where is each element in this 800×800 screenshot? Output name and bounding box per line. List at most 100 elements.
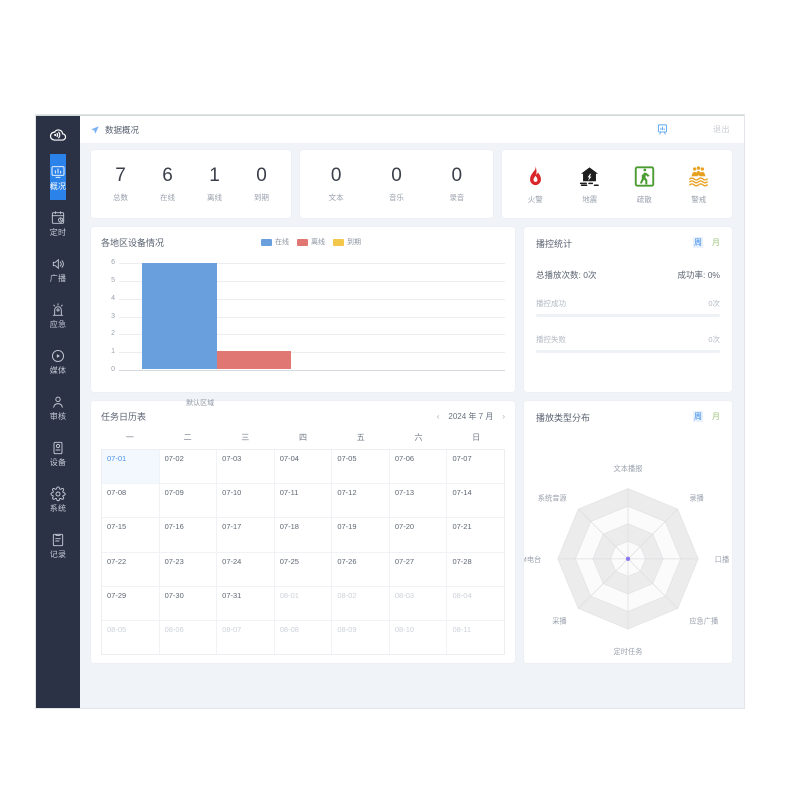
calendar-day-cell[interactable]: 08-08 bbox=[275, 620, 333, 655]
record-icon bbox=[50, 531, 66, 548]
calendar-day-cell[interactable]: 07-23 bbox=[160, 552, 218, 586]
calendar-day-cell[interactable]: 07-18 bbox=[275, 518, 333, 552]
calendar-day-cell[interactable]: 07-15 bbox=[102, 518, 160, 552]
sidebar: 概况 定时 广播 应急媒体审核 设备 系统记录 bbox=[36, 116, 80, 708]
device-stat-1: 7 总数 bbox=[113, 166, 128, 203]
location-arrow-icon bbox=[91, 125, 99, 134]
sidebar-item-label: 记录 bbox=[49, 550, 67, 559]
calendar-week-row: 07-29 07-30 07-31 08-01 08-02 08-03 08-04 bbox=[102, 586, 504, 621]
media-icon bbox=[50, 347, 66, 364]
charts-row: 各地区设备情况 在线 离线 到期 0 1 2 3 4 5 6 默认区域 周 月 播控统计 总播放… bbox=[91, 227, 732, 407]
calendar-day-cell[interactable]: 08-11 bbox=[452, 624, 472, 634]
sidebar-item-8[interactable]: 系统 bbox=[50, 476, 66, 522]
calendar-day-cell[interactable]: 08-10 bbox=[390, 620, 448, 655]
calendar-day-cell[interactable]: 08-02 bbox=[332, 586, 390, 620]
calendar-header: 任务日历表 ‹ 2024 年 7 月 › bbox=[101, 410, 505, 423]
y-axis-tick: 3 bbox=[111, 312, 115, 320]
summary-row: 7 总数 6 在线 1 离线 0 到期 0 文本 0 音乐 0 录音 火警 地震 疏散 警戒 bbox=[91, 150, 732, 218]
calendar-day-cell[interactable]: 07-06 bbox=[390, 450, 448, 484]
sidebar-item-2[interactable]: 定时 bbox=[50, 200, 66, 246]
calendar-day-cell[interactable]: 08-03 bbox=[390, 586, 448, 620]
calendar-day-cell[interactable]: 08-06 bbox=[160, 620, 218, 655]
meter-label: 播控失败 bbox=[536, 335, 566, 344]
legend-item-1[interactable]: 在线 bbox=[261, 237, 289, 247]
legend-item-2[interactable]: 离线 bbox=[297, 237, 325, 247]
gridline bbox=[119, 352, 505, 354]
alarm-button-3[interactable]: 疏散 bbox=[631, 164, 657, 205]
calendar-day-cell[interactable]: 07-02 bbox=[160, 450, 218, 484]
calendar-day-cell[interactable]: 08-01 bbox=[275, 586, 333, 620]
calendar-day-cell[interactable]: 08-05 bbox=[102, 620, 160, 655]
topbar-actions: 退出 bbox=[656, 123, 730, 136]
legend-item-3[interactable]: 到期 bbox=[333, 237, 361, 247]
calendar-day-cell[interactable]: 07-28 bbox=[452, 556, 472, 566]
speaker-icon bbox=[50, 255, 66, 272]
calendar-nav: ‹ 2024 年 7 月 › bbox=[437, 411, 505, 422]
alarm-button-4[interactable]: 警戒 bbox=[686, 164, 712, 205]
calendar-day-cell[interactable]: 07-30 bbox=[160, 586, 218, 620]
alarm-button-1[interactable]: 火警 bbox=[522, 164, 548, 205]
emergency-icon bbox=[50, 301, 66, 318]
calendar-day-cell[interactable]: 07-29 bbox=[102, 586, 160, 620]
calendar-day-cell[interactable]: 07-16 bbox=[160, 518, 218, 552]
calendar-week-row: 07-08 07-09 07-10 07-11 07-12 07-13 07-14 bbox=[102, 484, 504, 519]
calendar-day-cell[interactable]: 07-03 bbox=[217, 450, 275, 484]
gridline bbox=[119, 370, 505, 371]
prev-month-button[interactable]: ‹ bbox=[436, 412, 440, 421]
sidebar-item-label: 媒体 bbox=[49, 366, 67, 375]
svg-text:应急广播: 应急广播 bbox=[689, 616, 719, 625]
tab-month[interactable]: 月 bbox=[712, 238, 720, 247]
next-month-button[interactable]: › bbox=[502, 412, 505, 421]
calendar-day-cell[interactable]: 07-20 bbox=[390, 518, 448, 552]
alarm-button-2[interactable]: 地震 bbox=[577, 164, 603, 205]
radar-tab-month[interactable]: 月 bbox=[712, 412, 720, 421]
sidebar-item-5[interactable]: 媒体 bbox=[50, 338, 66, 384]
sidebar-item-1[interactable]: 概况 bbox=[49, 154, 67, 200]
calendar-day-cell[interactable]: 07-12 bbox=[332, 484, 390, 518]
calendar-day-cell[interactable]: 07-21 bbox=[452, 522, 472, 532]
calendar-day-cell[interactable]: 07-05 bbox=[332, 450, 390, 484]
calendar-day-cell[interactable]: 07-09 bbox=[160, 484, 218, 518]
evacuation-exit-icon bbox=[631, 164, 657, 190]
weekday-7: 日 bbox=[472, 433, 481, 442]
radar-tab-week[interactable]: 周 bbox=[693, 411, 703, 422]
calendar-day-cell[interactable]: 07-17 bbox=[217, 518, 275, 552]
y-axis-tick: 0 bbox=[111, 366, 115, 373]
sidebar-item-7[interactable]: 设备 bbox=[50, 430, 66, 476]
calendar-day-cell[interactable]: 07-25 bbox=[275, 552, 333, 586]
calendar-day-cell[interactable]: 07-01 bbox=[102, 450, 160, 484]
sidebar-item-3[interactable]: 广播 bbox=[50, 246, 66, 292]
calendar-day-cell[interactable]: 07-13 bbox=[390, 484, 448, 518]
calendar-day-cell[interactable]: 07-27 bbox=[390, 552, 448, 586]
calendar-day-cell[interactable]: 07-31 bbox=[217, 586, 275, 620]
logout-button[interactable]: 退出 bbox=[713, 125, 730, 134]
calendar-day-cell[interactable]: 07-04 bbox=[275, 450, 333, 484]
calendar-day-cell[interactable]: 07-19 bbox=[332, 518, 390, 552]
legend-label: 到期 bbox=[347, 239, 361, 246]
calendar-day-cell[interactable]: 07-08 bbox=[102, 484, 160, 518]
stat-value: 0 bbox=[451, 164, 463, 186]
sidebar-item-4[interactable]: 应急 bbox=[50, 292, 66, 338]
calendar-day-cell[interactable]: 07-14 bbox=[452, 488, 472, 498]
sidebar-item-9[interactable]: 记录 bbox=[50, 522, 66, 568]
bar-在线[interactable] bbox=[142, 263, 217, 369]
sidebar-item-6[interactable]: 审核 bbox=[50, 384, 66, 430]
calendar-day-cell[interactable]: 07-22 bbox=[102, 552, 160, 586]
device-stat-2: 6 在线 bbox=[160, 166, 175, 203]
meter-value: 0次 bbox=[708, 299, 720, 308]
calendar-day-cell[interactable]: 08-04 bbox=[452, 590, 472, 600]
easel-chart-icon[interactable] bbox=[656, 123, 669, 136]
calendar-day-cell[interactable]: 07-10 bbox=[217, 484, 275, 518]
stat-value: 6 bbox=[162, 164, 173, 186]
calendar-day-cell[interactable]: 08-09 bbox=[332, 620, 390, 655]
calendar-day-cell[interactable]: 07-11 bbox=[275, 484, 333, 518]
calendar-weekday-row: 一二三四五六日 bbox=[101, 432, 505, 443]
bar-离线[interactable] bbox=[216, 351, 292, 369]
calendar-day-cell[interactable]: 07-07 bbox=[452, 454, 472, 463]
calendar-day-cell[interactable]: 07-26 bbox=[332, 552, 390, 586]
calendar-day-cell[interactable]: 08-07 bbox=[217, 620, 275, 655]
y-axis-tick: 6 bbox=[111, 259, 115, 266]
tab-week[interactable]: 周 bbox=[693, 237, 703, 248]
calendar-day-cell[interactable]: 07-24 bbox=[217, 552, 275, 586]
